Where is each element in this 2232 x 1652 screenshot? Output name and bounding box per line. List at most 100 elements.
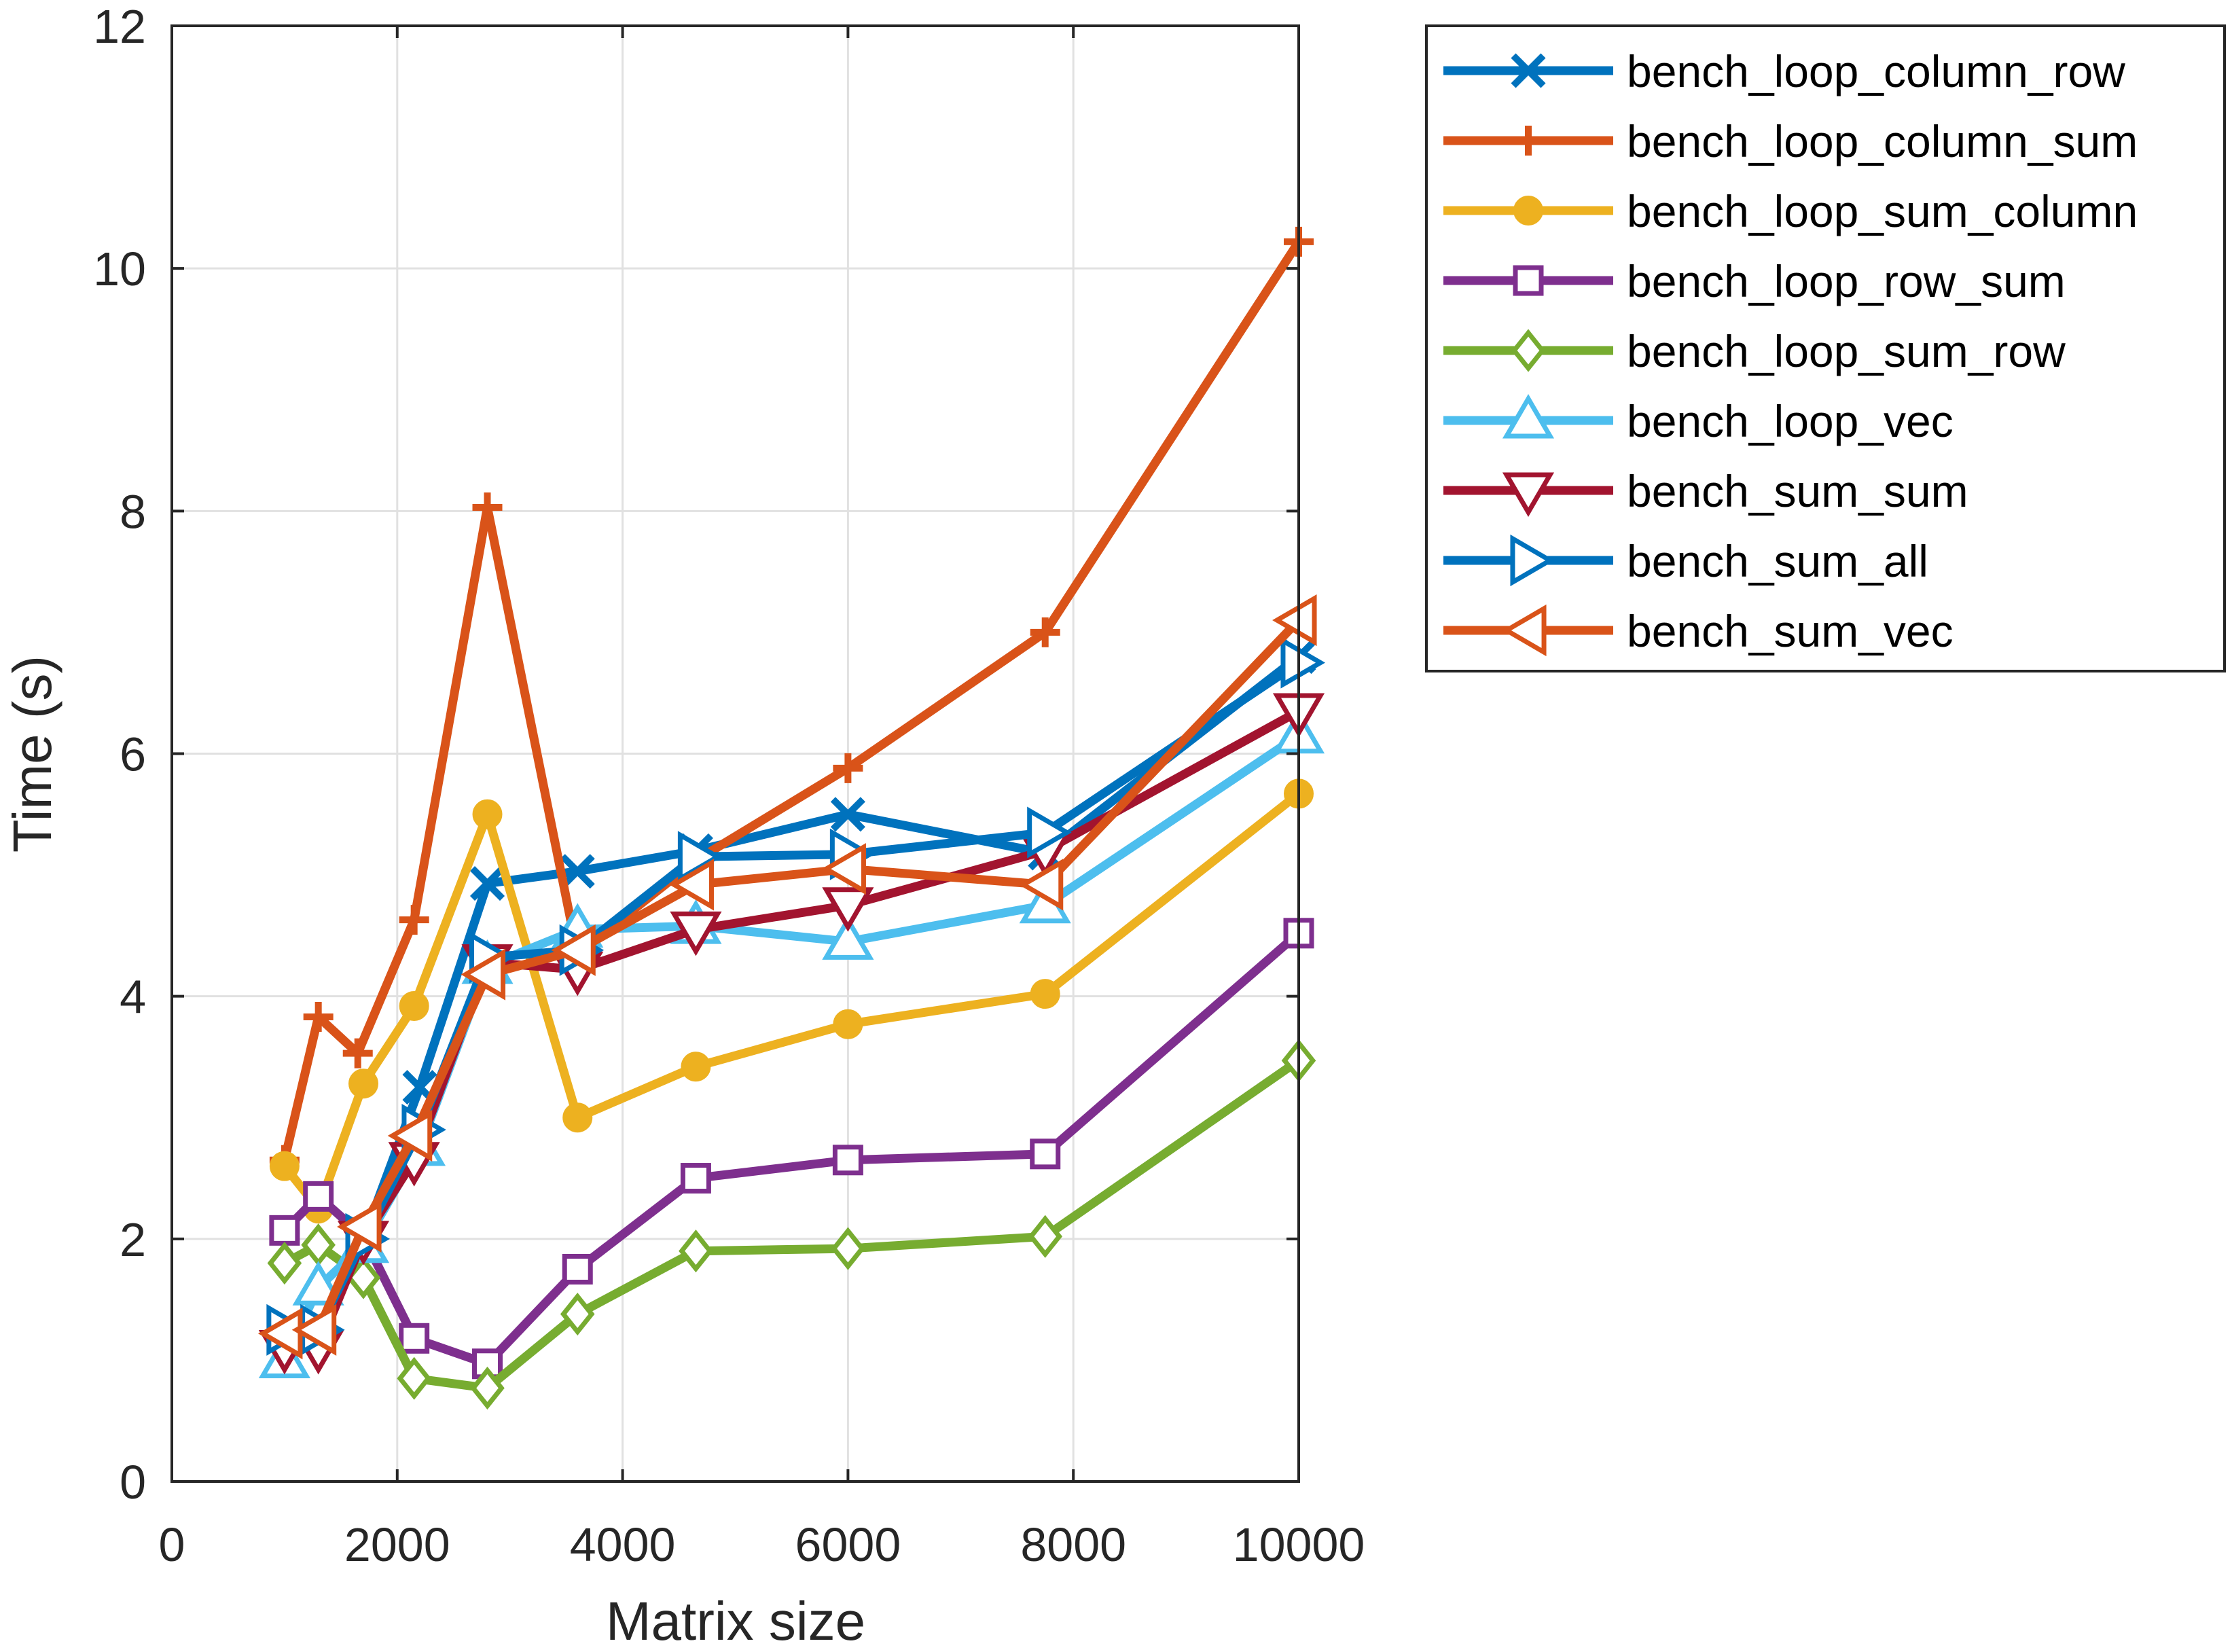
legend-label: bench_loop_sum_row [1627, 326, 2066, 376]
y-tick-label: 0 [120, 1456, 146, 1509]
data-point [832, 1145, 863, 1176]
data-point [342, 1038, 373, 1069]
data-point [821, 843, 866, 895]
data-point [670, 911, 722, 956]
legend-label: bench_sum_sum [1627, 466, 1968, 516]
legend-entry: bench_loop_sum_column [1443, 186, 2138, 236]
data-point [833, 753, 863, 783]
series-line [280, 615, 1303, 1338]
y-tick-label: 6 [120, 728, 146, 781]
y-tick-label: 2 [120, 1213, 146, 1266]
x-tick-labels: 0 2000 4000 6000 8000 10000 [159, 26, 1365, 1571]
legend-entry: bench_loop_column_row [1443, 46, 2125, 96]
data-point [680, 1163, 711, 1194]
data-point [472, 492, 503, 522]
data-point [1028, 1215, 1063, 1258]
legend-marker [1513, 126, 1543, 156]
series-line [280, 237, 1303, 1165]
legend-label: bench_loop_column_row [1627, 46, 2125, 96]
legend-entries: bench_loop_column_row bench_loop_column_s… [1443, 46, 2138, 657]
data-point [269, 1215, 300, 1246]
data-point [562, 1253, 593, 1285]
x-tick-label: 0 [159, 1518, 185, 1571]
data-point [291, 1304, 337, 1356]
legend-entry: bench_sum_vec [1443, 604, 1954, 657]
data-point [267, 1241, 302, 1285]
y-tick-label: 4 [120, 971, 146, 1024]
data-point [1272, 594, 1317, 647]
series-bench-sum-vec [257, 594, 1317, 1360]
y-tick-labels: 0 2 4 6 8 10 12 [93, 0, 1299, 1509]
data-point [679, 1229, 713, 1273]
data-point [303, 1002, 334, 1032]
legend-label: bench_loop_row_sum [1627, 256, 2066, 306]
legend-label: bench_sum_vec [1627, 606, 1954, 656]
legend-entry: bench_loop_sum_row [1443, 326, 2066, 376]
legend-label: bench_loop_sum_column [1627, 186, 2138, 236]
data-point [399, 1323, 430, 1354]
data-point [562, 1102, 593, 1133]
y-tick-label: 8 [120, 485, 146, 538]
x-tick-label: 8000 [1020, 1518, 1126, 1571]
x-tick-label: 4000 [570, 1518, 676, 1571]
data-point [551, 924, 596, 976]
series-line [280, 929, 1303, 1369]
data-point [830, 797, 865, 832]
y-axis-label: Time (s) [2, 656, 62, 852]
data-point [303, 1181, 334, 1212]
series-bench-loop-row-sum [269, 918, 1314, 1380]
data-point [292, 1261, 344, 1306]
data-point [387, 1109, 433, 1162]
x-tick-label: 10000 [1233, 1518, 1365, 1571]
legend-entry: bench_loop_column_sum [1443, 116, 2138, 166]
legend-label: bench_loop_vec [1627, 396, 1954, 446]
legend-marker [1511, 329, 1546, 372]
data-point [822, 887, 874, 932]
legend-entry: bench_sum_sum [1443, 466, 1968, 517]
data-point [470, 1366, 505, 1410]
legend-label: bench_sum_all [1627, 536, 1928, 586]
series-line [280, 731, 1303, 1365]
data-point [469, 866, 505, 901]
y-tick-label: 10 [93, 243, 146, 295]
data-point [1018, 859, 1064, 911]
data-point [1030, 979, 1060, 1009]
data-point [1027, 806, 1072, 859]
data-point [1030, 1138, 1061, 1170]
data-point [560, 854, 595, 889]
legend-marker [1502, 472, 1555, 517]
legend-marker [1510, 534, 1555, 587]
series-layer [257, 226, 1325, 1410]
data-point [1280, 636, 1325, 689]
legend-entry: bench_loop_row_sum [1443, 256, 2066, 306]
legend-marker [1502, 604, 1547, 657]
data-point [1030, 617, 1060, 647]
data-point [348, 1069, 379, 1099]
legend-label: bench_loop_column_sum [1627, 116, 2138, 166]
legend-entry: bench_loop_vec [1443, 394, 1954, 446]
legend-marker [1511, 53, 1546, 88]
legend-marker [1513, 196, 1543, 226]
data-point [472, 799, 503, 829]
data-point [681, 1052, 711, 1082]
x-axis-label: Matrix size [606, 1591, 865, 1651]
legend-marker [1502, 394, 1555, 439]
legend: bench_loop_column_row bench_loop_column_s… [1425, 24, 2226, 672]
y-tick-label: 12 [93, 0, 146, 53]
x-tick-label: 6000 [795, 1518, 901, 1571]
legend-entry: bench_sum_all [1443, 534, 1928, 587]
data-point [560, 1292, 595, 1336]
legend-marker [1513, 265, 1544, 296]
data-point [822, 915, 874, 960]
data-point [397, 1357, 431, 1400]
data-point [399, 990, 429, 1021]
data-point [831, 1227, 865, 1270]
data-point [461, 948, 506, 1001]
data-point [833, 1009, 863, 1039]
data-point [399, 905, 429, 935]
data-point [337, 1200, 382, 1253]
data-point [269, 1151, 300, 1181]
data-point [669, 859, 714, 911]
x-tick-label: 2000 [344, 1518, 450, 1571]
